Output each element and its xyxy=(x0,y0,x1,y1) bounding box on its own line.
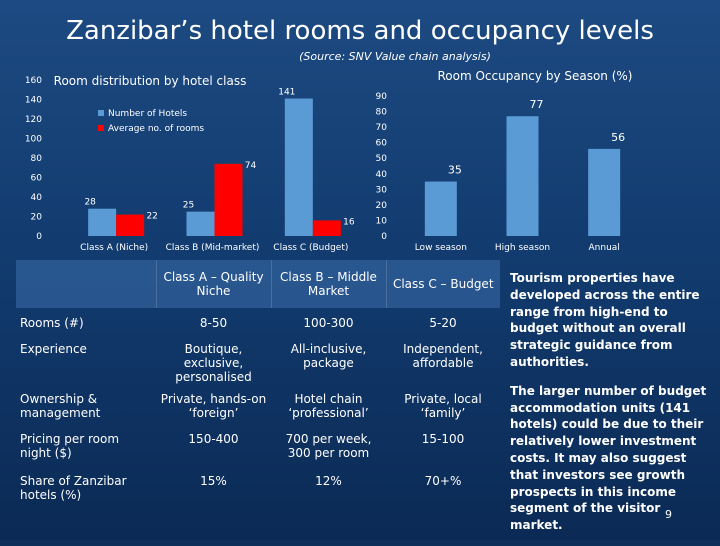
bar-rooms xyxy=(214,163,243,236)
chart2-title: Room Occupancy by Season (%) xyxy=(438,69,633,83)
table-cell: 70+% xyxy=(424,474,462,488)
table-corner xyxy=(16,260,156,308)
data-label: 16 xyxy=(343,217,355,227)
data-label: 141 xyxy=(278,88,295,98)
table-cell: 15% xyxy=(200,474,227,488)
table-row: Experience Boutique, exclusive, personal… xyxy=(16,338,500,390)
row-label: Share of Zanzibar hotels (%) xyxy=(20,474,127,502)
data-label: 77 xyxy=(530,98,544,111)
chart1-legend: Number of Hotels Average no. of rooms xyxy=(98,109,204,134)
data-label: 74 xyxy=(245,161,257,171)
data-label: 25 xyxy=(183,201,194,211)
data-label: 22 xyxy=(146,212,157,222)
commentary-text: Tourism properties have developed across… xyxy=(510,270,710,546)
y-tick-label: 20 xyxy=(376,201,388,211)
table-cell: Private, hands-on ‘foreign’ xyxy=(160,392,267,420)
table-row: Ownership & management Private, hands-on… xyxy=(16,390,500,430)
y-tick-label: 140 xyxy=(25,96,42,106)
y-tick-label: 120 xyxy=(25,115,42,125)
table-cell: Boutique, exclusive, personalised xyxy=(175,342,252,384)
legend-label-rooms: Average no. of rooms xyxy=(108,124,204,134)
table-cell: 8-50 xyxy=(199,316,228,330)
y-tick-label: 40 xyxy=(376,170,388,180)
table-cell: 5-20 xyxy=(429,316,457,330)
bar-rooms xyxy=(312,220,341,236)
data-label: 35 xyxy=(448,164,462,177)
bar-hotels xyxy=(88,208,117,236)
row-label: Rooms (#) xyxy=(20,316,84,330)
chart1-title: Room distribution by hotel class xyxy=(54,74,247,88)
room-distribution-chart: Room distribution by hotel class 0 20 40 60… xyxy=(25,74,355,253)
table-cell: 100-300 xyxy=(303,316,354,330)
table-cell: Hotel chain ‘professional’ xyxy=(288,392,369,420)
y-tick-label: 60 xyxy=(376,139,388,149)
table-row: Share of Zanzibar hotels (%) 15% 12% 70+… xyxy=(16,472,500,516)
legend-label-hotels: Number of Hotels xyxy=(108,109,187,119)
source-subtitle: (Source: SNV Value chain analysis) xyxy=(299,50,491,63)
occupancy-chart: Room Occupancy by Season (%) 0 10 20 30 40 50… xyxy=(376,69,633,253)
y-tick-label: 100 xyxy=(25,135,42,145)
y-tick-label: 40 xyxy=(31,193,43,203)
y-tick-label: 60 xyxy=(31,174,43,184)
table-cell: All-inclusive, package xyxy=(290,342,367,370)
data-label: 28 xyxy=(84,198,96,208)
table-cell: 12% xyxy=(315,474,342,488)
table-cell: 700 per week, 300 per room xyxy=(285,432,372,460)
x-tick-label: Low season xyxy=(415,243,467,253)
bar-occupancy xyxy=(424,181,457,236)
x-tick-label: Class A (Niche) xyxy=(80,243,148,253)
column-header-class-a: Class A – Quality Niche xyxy=(155,260,271,308)
commentary-paragraph: Tourism properties have developed across… xyxy=(510,271,700,369)
legend-swatch-rooms xyxy=(98,125,104,131)
y-tick-label: 80 xyxy=(376,108,388,118)
bar-hotels xyxy=(284,98,313,237)
y-tick-label: 20 xyxy=(31,213,43,223)
table-row: Pricing per room night ($) 150-400 700 p… xyxy=(16,430,500,472)
x-tick-label: Class B (Mid-market) xyxy=(166,243,260,253)
commentary-paragraph: The larger number of budget accommodatio… xyxy=(510,383,707,533)
column-header-class-b: Class B – Middle Market xyxy=(270,260,386,308)
bar-occupancy xyxy=(506,116,539,236)
row-label: Experience xyxy=(20,342,87,356)
page-number: 9 xyxy=(665,508,672,521)
y-tick-label: 30 xyxy=(376,185,388,195)
row-label: Pricing per room night ($) xyxy=(20,432,120,460)
table-cell: Private, local ‘family’ xyxy=(404,392,482,420)
hotel-class-table: Class A – Quality Niche Class B – Middle… xyxy=(16,260,500,510)
page-title: Zanzibar’s hotel rooms and occupancy lev… xyxy=(66,16,654,46)
table-cell: 150-400 xyxy=(188,432,239,446)
table-row: Rooms (#) 8-50 100-300 5-20 xyxy=(16,308,500,338)
y-tick-label: 10 xyxy=(376,216,388,226)
column-header-class-c: Class C – Budget xyxy=(385,260,500,308)
table-cell: Independent, affordable xyxy=(403,342,483,370)
y-tick-label: 70 xyxy=(376,123,388,133)
bar-occupancy xyxy=(588,148,621,236)
legend-swatch-hotels xyxy=(98,110,104,116)
data-label: 56 xyxy=(611,131,625,144)
row-label: Ownership & management xyxy=(20,392,101,420)
y-tick-label: 160 xyxy=(25,76,42,86)
x-tick-label: Annual xyxy=(589,243,620,253)
x-tick-label: High season xyxy=(495,243,550,253)
table-cell: 15-100 xyxy=(421,432,465,446)
y-tick-label: 90 xyxy=(376,92,388,102)
y-tick-label: 0 xyxy=(36,232,42,242)
x-tick-label: Class C (Budget) xyxy=(273,243,348,253)
y-tick-label: 0 xyxy=(381,232,387,242)
y-tick-label: 50 xyxy=(376,154,388,164)
bar-hotels xyxy=(186,211,215,236)
y-tick-label: 80 xyxy=(31,154,43,164)
bar-rooms xyxy=(116,214,145,236)
